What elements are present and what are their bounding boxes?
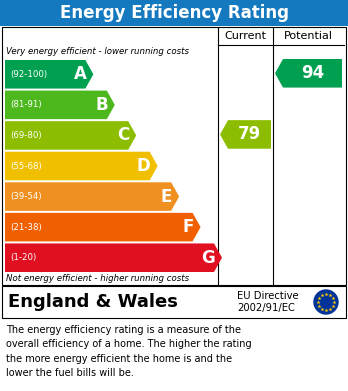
- Text: (69-80): (69-80): [10, 131, 42, 140]
- Text: England & Wales: England & Wales: [8, 293, 178, 311]
- Text: (21-38): (21-38): [10, 222, 42, 231]
- Text: 79: 79: [238, 126, 261, 143]
- Text: (81-91): (81-91): [10, 100, 42, 109]
- Text: Energy Efficiency Rating: Energy Efficiency Rating: [60, 4, 288, 22]
- Text: A: A: [73, 65, 86, 83]
- Text: (1-20): (1-20): [10, 253, 36, 262]
- Text: G: G: [201, 249, 215, 267]
- Polygon shape: [5, 121, 136, 150]
- Text: Current: Current: [224, 31, 267, 41]
- Polygon shape: [5, 244, 222, 272]
- Bar: [2, 286, 346, 318]
- Text: B: B: [95, 96, 108, 114]
- Text: D: D: [137, 157, 151, 175]
- Bar: [0, 0, 348, 26]
- Text: EU Directive
2002/91/EC: EU Directive 2002/91/EC: [237, 291, 299, 313]
- Bar: [2, 27, 346, 285]
- Text: (92-100): (92-100): [10, 70, 47, 79]
- Text: Not energy efficient - higher running costs: Not energy efficient - higher running co…: [6, 274, 189, 283]
- Polygon shape: [220, 120, 271, 149]
- Text: (39-54): (39-54): [10, 192, 42, 201]
- Polygon shape: [5, 182, 179, 211]
- Text: The energy efficiency rating is a measure of the
overall efficiency of a home. T: The energy efficiency rating is a measur…: [6, 325, 252, 378]
- Text: E: E: [161, 188, 172, 206]
- Polygon shape: [5, 152, 158, 180]
- Circle shape: [314, 290, 338, 314]
- Polygon shape: [5, 60, 93, 89]
- Text: 94: 94: [301, 64, 324, 82]
- Text: C: C: [117, 126, 129, 144]
- Text: Very energy efficient - lower running costs: Very energy efficient - lower running co…: [6, 47, 189, 56]
- Polygon shape: [275, 59, 342, 88]
- Polygon shape: [5, 91, 115, 119]
- Text: F: F: [182, 218, 193, 236]
- Text: Potential: Potential: [284, 31, 333, 41]
- Polygon shape: [5, 213, 200, 241]
- Text: (55-68): (55-68): [10, 161, 42, 170]
